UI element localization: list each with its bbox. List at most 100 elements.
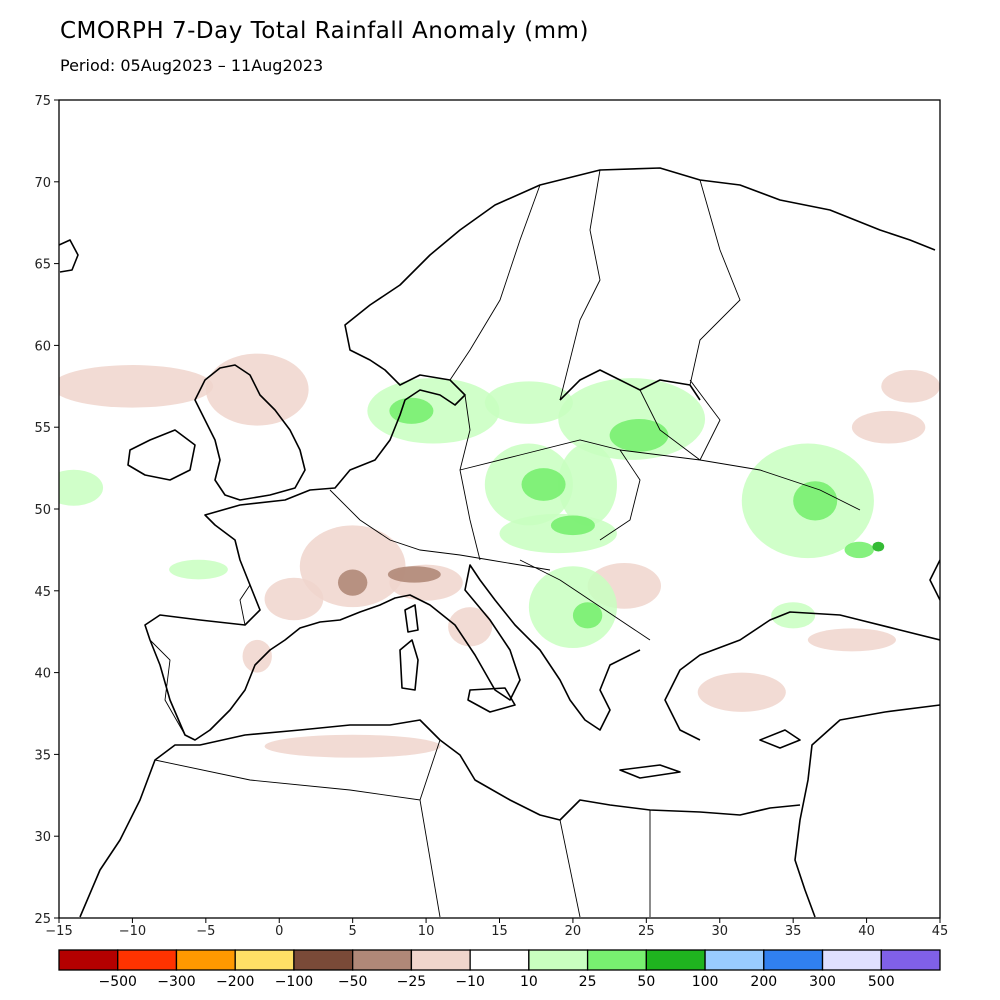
anomaly-region-dry-light [881, 369, 940, 403]
anomaly-region-wet-light [59, 469, 104, 506]
colorbar-swatch [821, 949, 882, 971]
country-borders [149, 169, 861, 918]
y-tick-label: 60 [34, 339, 51, 354]
coastline-great-britain [194, 364, 306, 501]
x-tick-label: 15 [491, 924, 508, 939]
colorbar-label: 100 [692, 974, 719, 990]
anomaly-region-dry-light [697, 672, 786, 712]
anomaly-region-dry-light [264, 734, 441, 758]
x-tick-label: 35 [785, 924, 802, 939]
x-tick-label: 25 [638, 924, 655, 939]
y-tick-label: 25 [34, 912, 51, 927]
anomaly-region-dry-light [242, 639, 272, 673]
anomaly-region-dry-light [807, 628, 896, 652]
border-layer [149, 169, 861, 918]
colorbar-swatch [117, 949, 178, 971]
anomaly-region-wet-medium [550, 515, 595, 536]
coastline-sardinia [399, 639, 419, 691]
colorbar-swatch [704, 949, 765, 971]
colorbar-label: 50 [637, 974, 655, 990]
anomaly-region-wet-medium [793, 481, 838, 521]
colorbar-label: −500 [99, 974, 137, 990]
colorbar-swatch [175, 949, 236, 971]
coastline-cyprus [759, 729, 801, 749]
anomaly-region-wet-medium [572, 602, 603, 629]
colorbar-label: 10 [520, 974, 538, 990]
x-tick-label: 40 [858, 924, 875, 939]
y-tick-label: 40 [34, 667, 51, 682]
colorbar-label: −100 [275, 974, 313, 990]
y-tick-label: 70 [34, 176, 51, 191]
anomaly-region-wet-light [528, 566, 617, 649]
y-tick-label: 75 [34, 94, 51, 109]
colorbar-label: −25 [397, 974, 427, 990]
x-tick-label: 45 [932, 924, 949, 939]
colorbar-swatch [352, 949, 413, 971]
colorbar-label: −200 [216, 974, 254, 990]
map-title: CMORPH 7-Day Total Rainfall Anomaly (mm) [60, 18, 589, 44]
anomaly-fill-layer [59, 353, 940, 758]
anomaly-region-wet-light [771, 602, 816, 629]
map-subtitle: Period: 05Aug2023 – 11Aug2023 [60, 56, 324, 75]
colorbar-swatch [410, 949, 471, 971]
x-tick-label: 5 [349, 924, 357, 939]
colorbar-swatch [293, 949, 354, 971]
colorbar-swatch [234, 949, 295, 971]
y-tick-label: 55 [34, 421, 51, 436]
colorbar: −500 −300 −200 −100 −50 −25 −10 10 25 50 100 200 300… [58, 949, 941, 990]
coastline-africa [79, 719, 801, 918]
anomaly-region-wet-medium [521, 468, 566, 501]
coastline-caspian [929, 559, 940, 601]
colorbar-swatch [763, 949, 824, 971]
x-tick-label: 0 [275, 924, 283, 939]
colorbar-label: −50 [338, 974, 368, 990]
colorbar-swatch [586, 949, 647, 971]
anomaly-region-dry-light [299, 525, 406, 608]
colorbar-swatch [880, 949, 941, 971]
anomaly-region-wet-medium [609, 419, 669, 452]
anomaly-region-dry-medium [337, 569, 368, 596]
colorbar-swatch [469, 949, 530, 971]
coastline-sicily [467, 687, 516, 713]
colorbar-swatch [58, 949, 119, 971]
coastline-iceland [59, 239, 79, 273]
anomaly-region-wet-heavy [872, 541, 885, 552]
anomaly-region-wet-medium [844, 541, 874, 559]
colorbar-label: 500 [868, 974, 895, 990]
coastline-crete [619, 764, 681, 779]
colorbar-label: −10 [455, 974, 485, 990]
colorbar-label: 300 [809, 974, 836, 990]
coastline-corsica [404, 604, 419, 633]
anomaly-region-dry-light [448, 607, 493, 647]
y-tick-label: 30 [34, 830, 51, 845]
y-tick-label: 65 [34, 258, 51, 273]
x-tick-label: −5 [196, 924, 215, 939]
x-tick-label: 10 [418, 924, 435, 939]
coastline-europe [144, 167, 940, 918]
colorbar-swatch [645, 949, 706, 971]
x-tick-label: −15 [45, 924, 72, 939]
x-tick-label: 20 [565, 924, 582, 939]
anomaly-region-dry-light [851, 410, 926, 444]
anomaly-region-wet-light [169, 559, 228, 580]
x-tick-label: 30 [711, 924, 728, 939]
colorbar-swatch [528, 949, 589, 971]
y-tick-label: 50 [34, 503, 51, 518]
anomaly-region-dry-medium [387, 566, 441, 583]
anomaly-region-wet-light [558, 378, 706, 460]
y-tick-label: 35 [34, 748, 51, 763]
anomaly-region-wet-light [558, 443, 617, 526]
x-axis: −15 −10 −5 0 5 10 15 20 25 30 35 40 45 [45, 918, 948, 939]
y-axis: 25 30 35 40 45 50 55 60 65 70 75 [34, 94, 59, 927]
anomaly-region-wet-light [484, 381, 573, 424]
colorbar-label: −300 [157, 974, 195, 990]
anomaly-region-dry-light [59, 365, 214, 408]
anomaly-region-wet-medium [389, 397, 434, 424]
anomaly-region-dry-light [264, 577, 324, 621]
coastline-ireland [127, 429, 196, 481]
colorbar-label: 200 [750, 974, 777, 990]
x-tick-label: −10 [119, 924, 146, 939]
y-tick-label: 45 [34, 585, 51, 600]
colorbar-label: 25 [579, 974, 597, 990]
